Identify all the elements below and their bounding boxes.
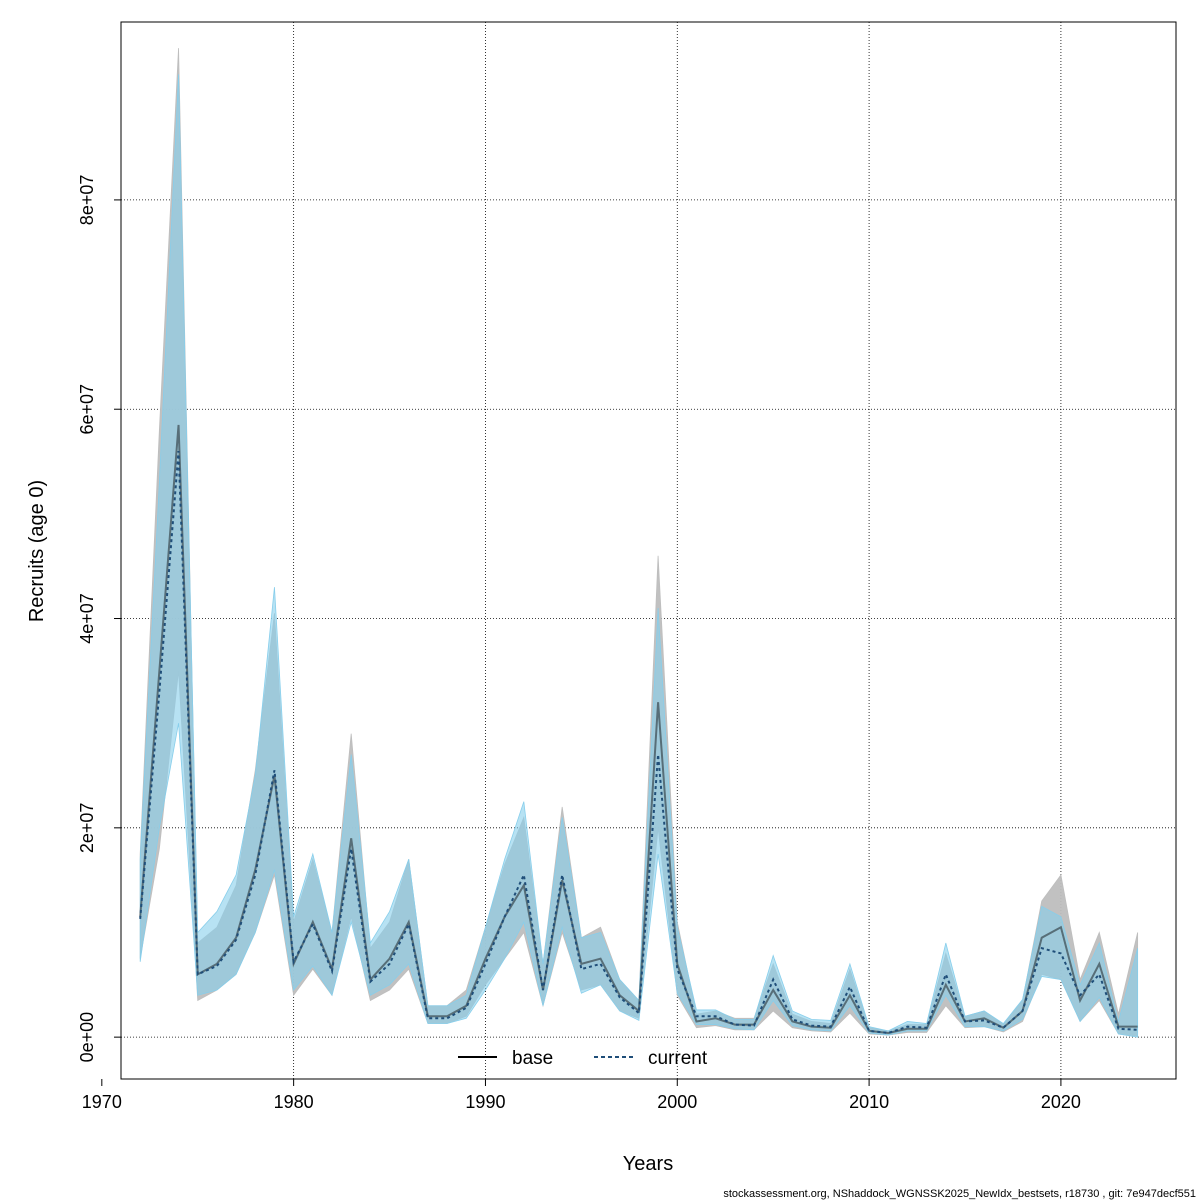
y-tick-label: 8e+07 (77, 175, 97, 226)
x-tick-label: 1990 (465, 1092, 505, 1112)
axes: 1970 1980 1990 2000 2010 2020 0e+00 2e+07 4e+07 6… (77, 175, 1081, 1112)
confidence-bands (139, 48, 1139, 1038)
series-lines (139, 424, 1138, 1034)
y-tick-label: 4e+07 (77, 593, 97, 644)
y-tick-label: 2e+07 (77, 803, 97, 854)
y-axis-title: Recruits (age 0) (26, 480, 48, 622)
plot-frame (120, 21, 1177, 1080)
confidence-band-current (139, 74, 1139, 1038)
grid-lines (121, 22, 1176, 1079)
x-tick-label: 2010 (849, 1092, 889, 1112)
y-tick-label: 0e+00 (77, 1012, 97, 1063)
series-line-current (139, 450, 1138, 1034)
x-tick-label: 2020 (1041, 1092, 1081, 1112)
legend: base current (458, 1048, 708, 1069)
y-tick-label: 6e+07 (77, 384, 97, 435)
legend-label-current: current (648, 1048, 708, 1069)
caption: stockassessment.org, NShaddock_WGNSSK202… (723, 1188, 1196, 1200)
x-tick-label: 1970 (82, 1092, 122, 1112)
x-tick-label: 2000 (657, 1092, 697, 1112)
x-axis-title: Years (623, 1153, 673, 1175)
x-tick-label: 1980 (274, 1092, 314, 1112)
legend-label-base: base (512, 1048, 553, 1069)
